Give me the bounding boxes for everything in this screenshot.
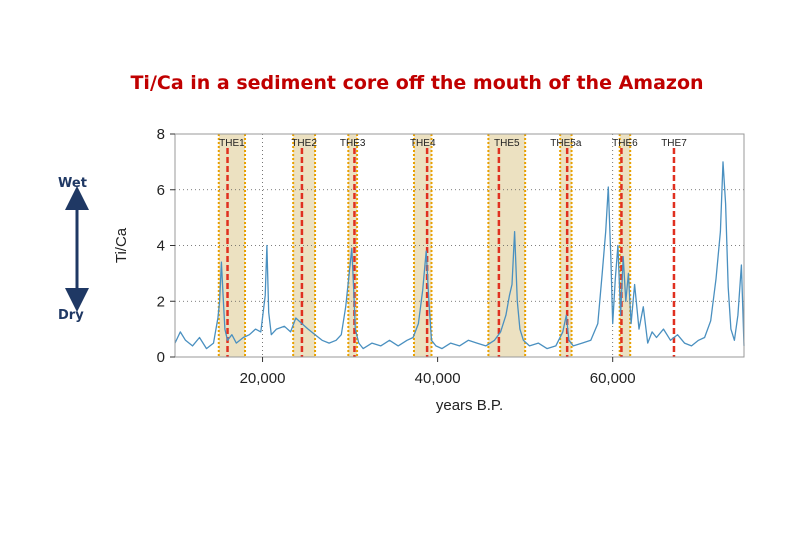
- event-band-the6: [619, 134, 631, 357]
- x-axis-label: years B.P.: [436, 397, 503, 414]
- x-tick-label: 20,000: [240, 370, 286, 387]
- event-label-the4: THE4: [410, 138, 436, 149]
- event-label-the2: THE2: [291, 138, 317, 149]
- y-tick-label: 0: [157, 349, 165, 366]
- event-label-the7: THE7: [661, 138, 687, 149]
- y-tick-label: 2: [157, 293, 165, 310]
- event-label-the6: THE6: [612, 138, 638, 149]
- event-label-the5a: THE5a: [550, 138, 582, 149]
- chart-title: Ti/Ca in a sediment core off the mouth o…: [130, 72, 704, 94]
- x-tick-label: 40,000: [415, 370, 461, 387]
- event-band-the5a: [560, 134, 572, 357]
- y-tick-label: 4: [157, 238, 165, 255]
- event-band-the3: [348, 134, 358, 357]
- y-tick-label: 6: [157, 182, 165, 199]
- y-tick-label: 8: [157, 126, 165, 143]
- event-band-the4: [413, 134, 432, 357]
- x-tick-label: 60,000: [590, 370, 636, 387]
- event-label-the3: THE3: [340, 138, 366, 149]
- event-band-the2: [293, 134, 316, 357]
- ti-ca-series-line: [174, 161, 745, 350]
- event-label-the1: THE1: [219, 138, 245, 149]
- event-label-the5: THE5: [494, 138, 520, 149]
- y-axis-label: Ti/Ca: [113, 227, 130, 263]
